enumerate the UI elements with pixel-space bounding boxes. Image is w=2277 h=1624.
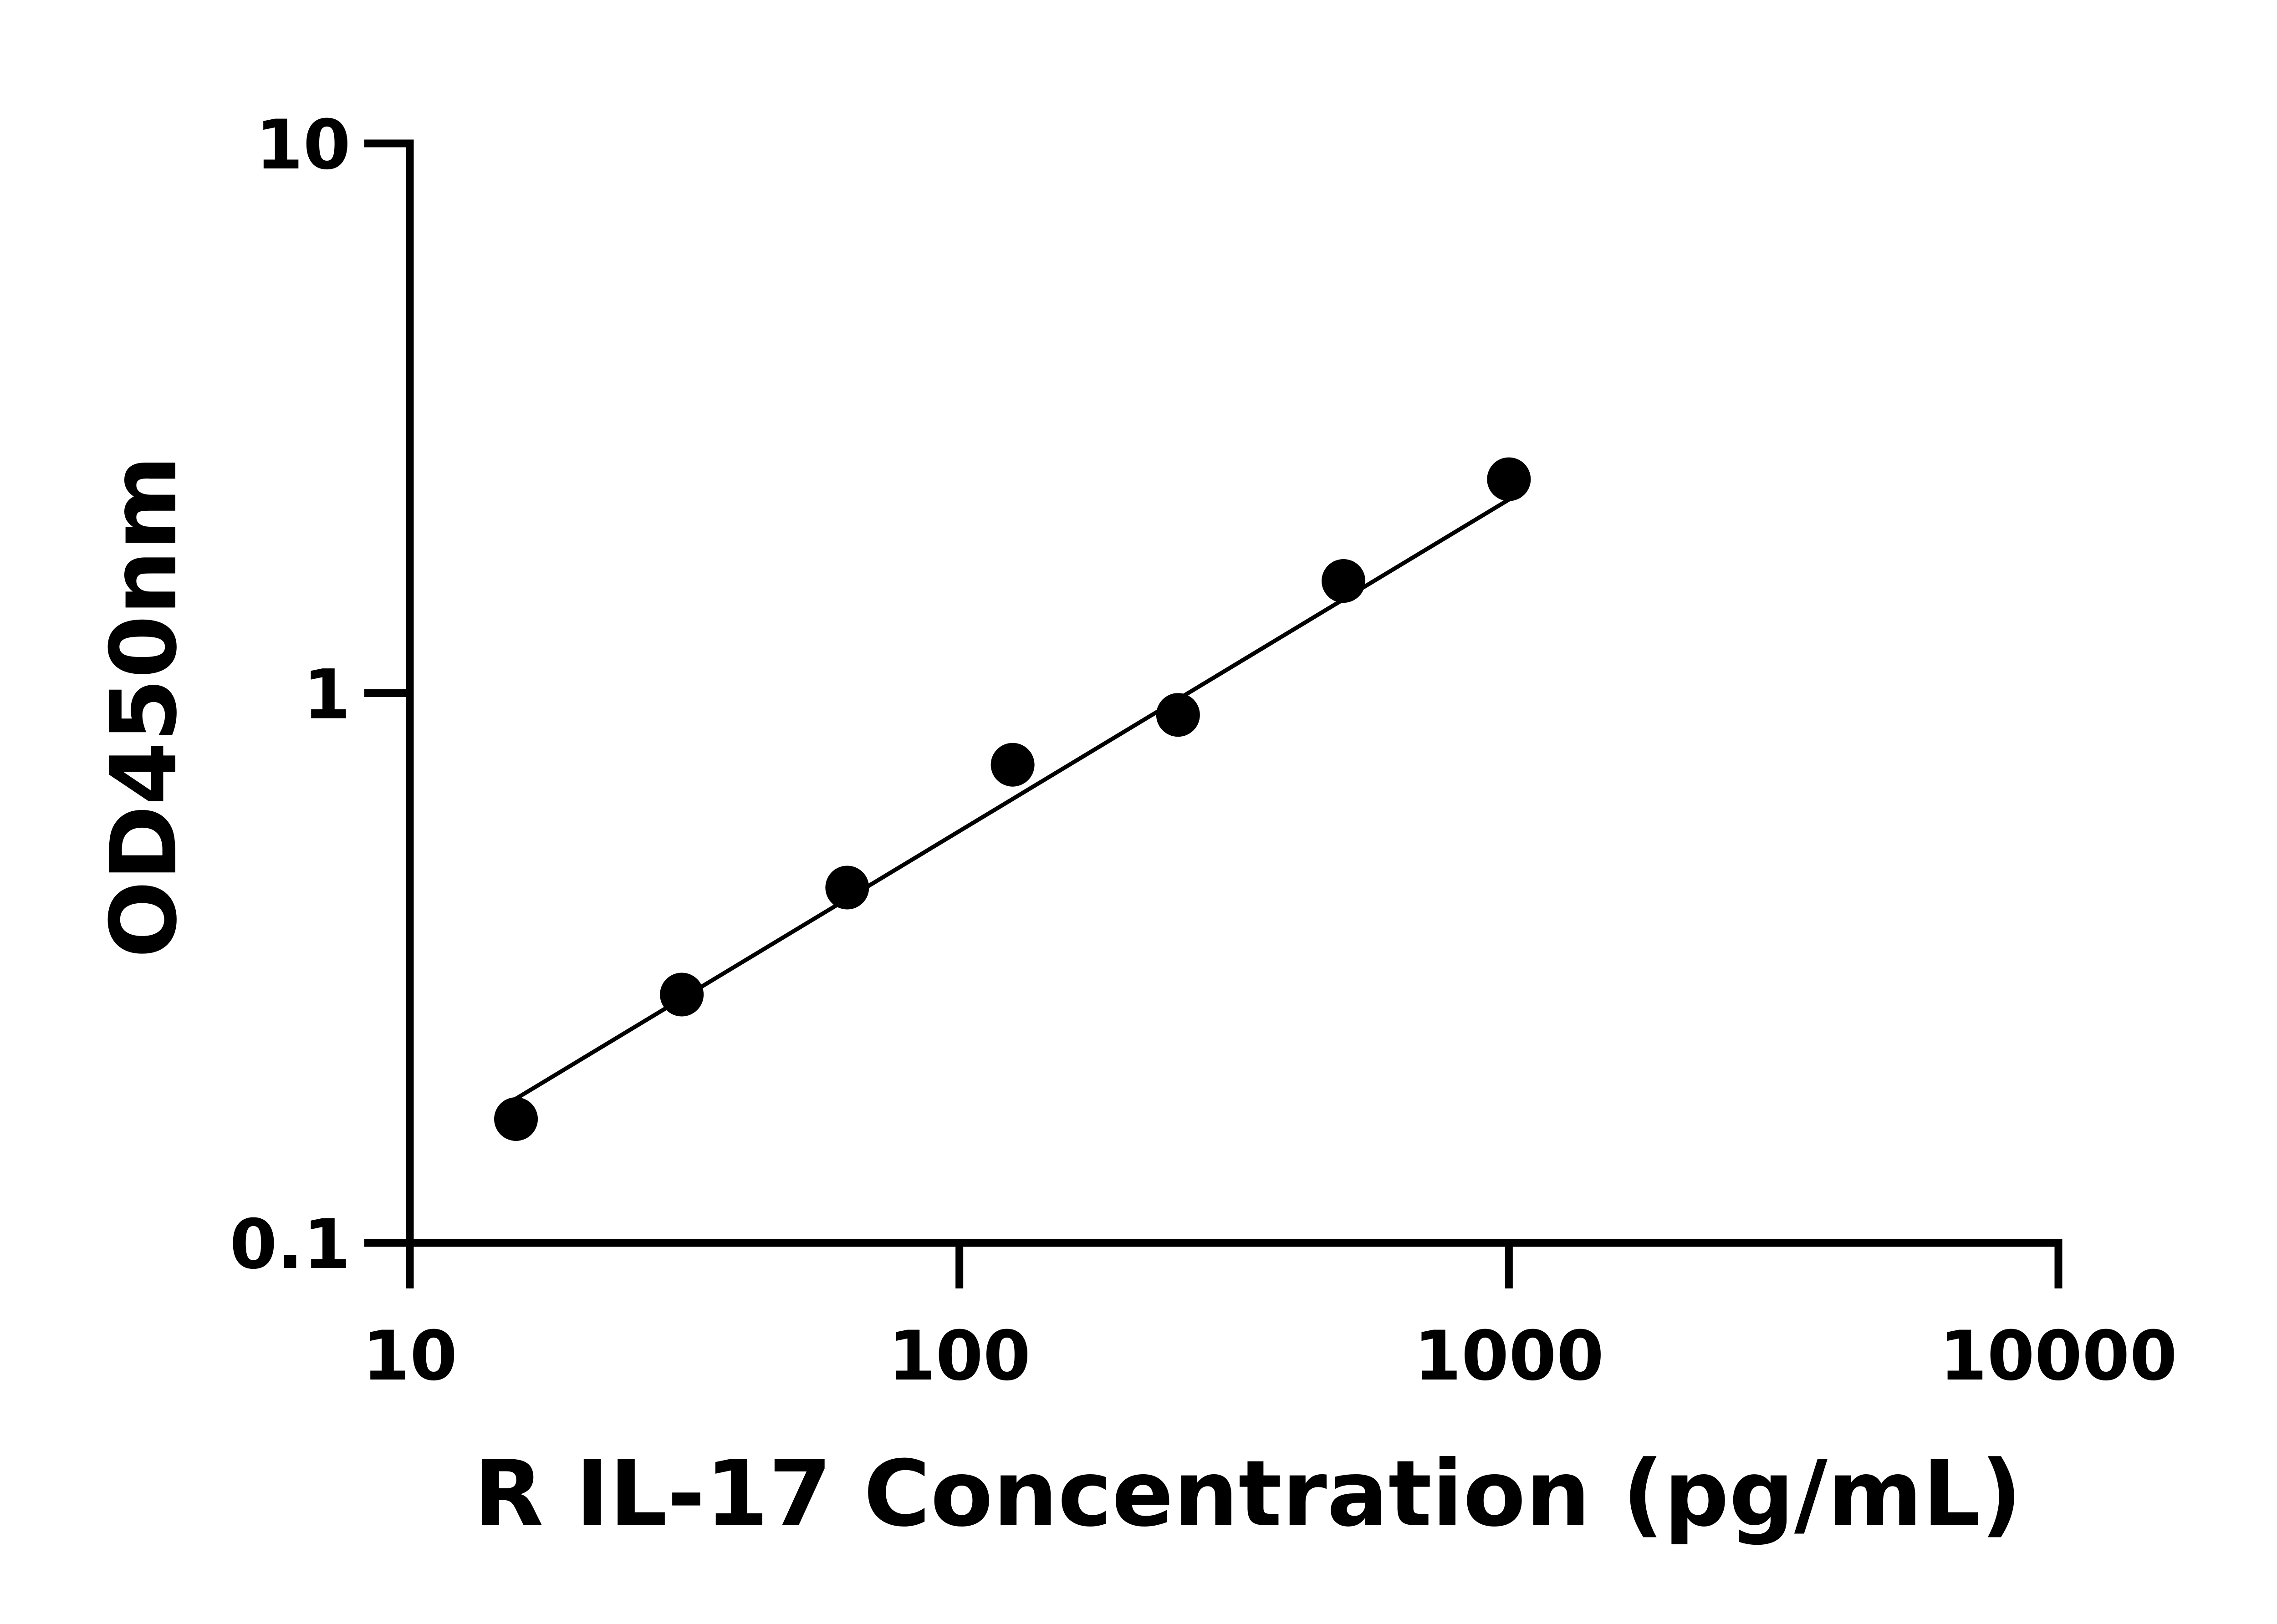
x-tick-label: 100 <box>888 1317 1031 1396</box>
data-point <box>1156 693 1200 737</box>
data-point <box>494 1097 538 1141</box>
y-axis-title: OD450nm <box>91 455 197 958</box>
y-axis-ticks: 0.1 1 10 <box>230 106 410 1284</box>
y-tick-label: 10 <box>255 106 351 185</box>
data-point <box>825 865 869 910</box>
x-axis-ticks: 10 100 1000 10000 <box>362 1243 2177 1396</box>
x-axis-title: R IL-17 Concentration (pg/mL) <box>474 1441 2022 1547</box>
y-tick-label: 1 <box>303 656 351 735</box>
x-tick-label: 10 <box>362 1317 458 1396</box>
y-tick-label: 0.1 <box>230 1205 351 1284</box>
axes <box>406 139 2063 1247</box>
x-tick-label: 10000 <box>1940 1317 2177 1396</box>
data-point <box>1487 457 1531 501</box>
data-point <box>990 743 1035 787</box>
data-points <box>494 457 1531 1141</box>
x-tick-label: 1000 <box>1414 1317 1604 1396</box>
data-point <box>1322 559 1366 603</box>
data-point <box>660 972 704 1017</box>
